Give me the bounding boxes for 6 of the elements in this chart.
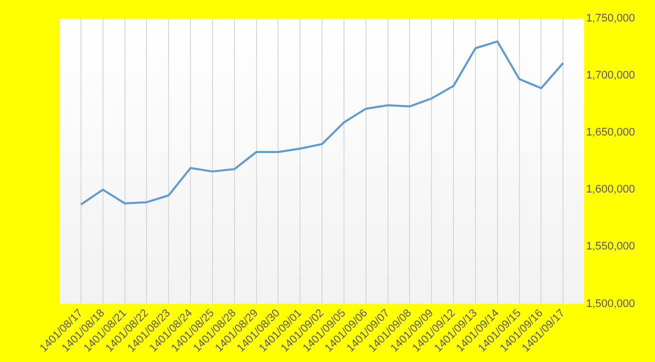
y-tick-label: 1,650,000 [586,126,635,139]
y-tick-label: 1,600,000 [586,184,635,196]
y-tick-label: 1,700,000 [586,70,635,82]
y-tick-label: 1,550,000 [586,240,635,253]
y-tick-label: 1,500,000 [586,298,635,310]
y-tick-label: 1,750,000 [586,12,635,25]
